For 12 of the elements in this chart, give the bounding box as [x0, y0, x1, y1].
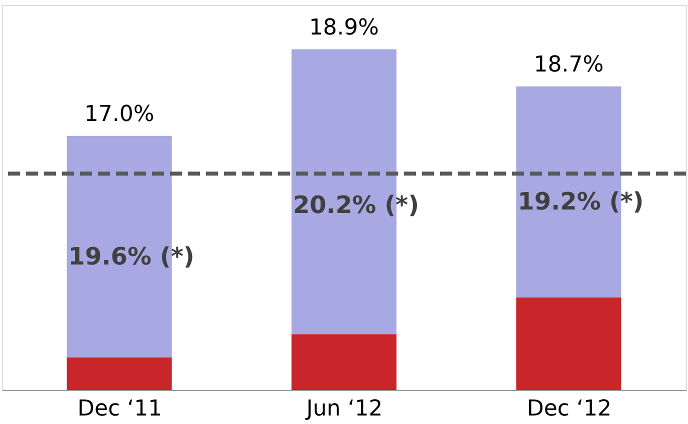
annotation: 19.6% (*) [68, 242, 194, 271]
annotation: 17.0% [84, 102, 154, 127]
x-tick-label: Jun ‘12 [304, 396, 383, 422]
annotation: 20.2% (*) [292, 190, 420, 219]
bar [292, 334, 396, 390]
x-tick-label: Dec ‘11 [78, 396, 162, 422]
bar [66, 357, 172, 390]
annotation: 18.7% [534, 52, 604, 78]
bar [516, 297, 622, 390]
annotation: 19.2% (*) [518, 187, 644, 216]
annotation: 18.9% [309, 15, 379, 40]
x-tick-label: Dec ‘12 [526, 396, 612, 422]
